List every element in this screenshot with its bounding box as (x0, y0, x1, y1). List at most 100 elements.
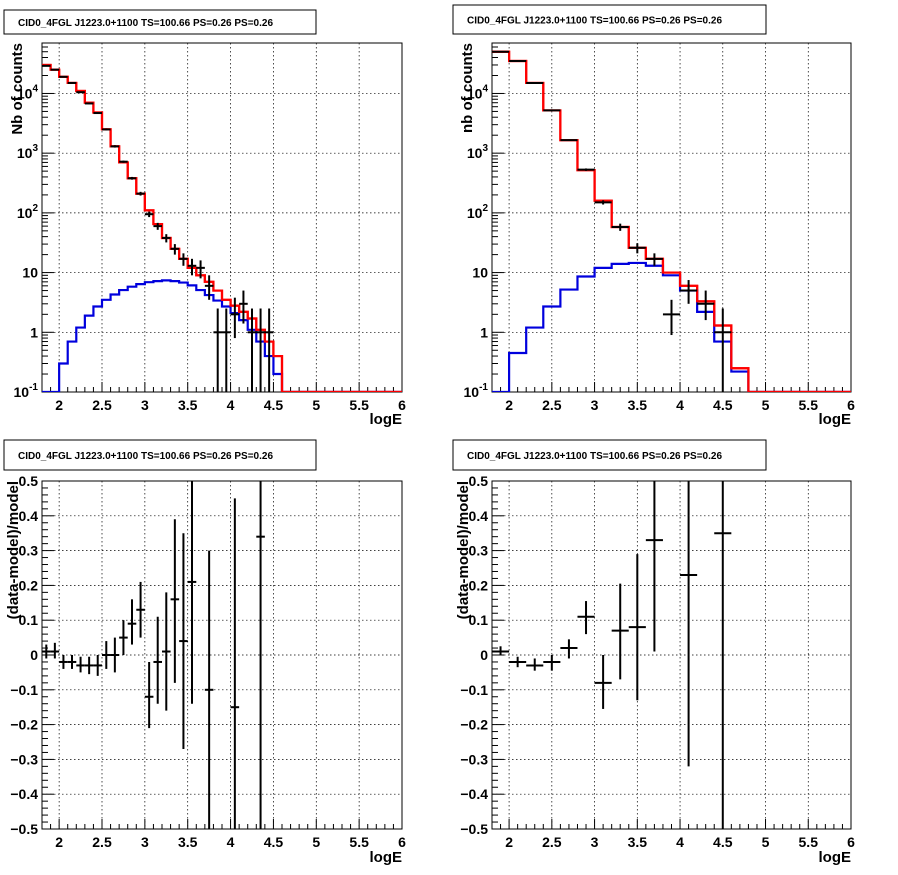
x-tick-label: 2 (55, 834, 63, 850)
x-tick-label: 6 (847, 834, 855, 850)
data-point (196, 260, 205, 279)
y-tick-label: 102 (467, 203, 489, 221)
x-tick-label: 5.5 (799, 834, 819, 850)
y-tick-label: 0.1 (19, 612, 39, 628)
data-point (93, 655, 102, 676)
data-point (119, 160, 128, 163)
data-point (680, 280, 698, 304)
y-tick-label: 0.2 (19, 577, 39, 593)
x-tick-label: 3.5 (628, 397, 648, 413)
x-tick-label: 2 (505, 397, 513, 413)
x-tick-label: 5 (762, 834, 770, 850)
x-tick-label: 6 (398, 834, 406, 850)
data-point (594, 200, 612, 205)
data-point (76, 656, 85, 673)
counts-panel-left: CID0_4FGL J1223.0+1100 TS=100.66 PS=0.26… (3, 9, 406, 428)
title-box (3, 439, 317, 471)
data-point (187, 481, 197, 704)
data-point (230, 498, 240, 829)
data-point (93, 112, 102, 115)
data-point (697, 290, 715, 321)
y-tick-label: 104 (17, 83, 39, 101)
data-point (110, 145, 120, 148)
chart-title: CID0_4FGL J1223.0+1100 TS=100.66 PS=0.26… (467, 16, 722, 27)
data-point (628, 554, 646, 701)
data-point (144, 211, 154, 218)
data-point (119, 620, 128, 655)
y-tick-label: −0.2 (460, 717, 488, 733)
y-tick-label: 0.3 (19, 543, 39, 559)
data-point (84, 656, 94, 675)
x-tick-label: 4 (676, 834, 684, 850)
data-point (127, 176, 137, 180)
x-tick-label: 2.5 (542, 397, 562, 413)
data-point (560, 139, 578, 142)
data-point (247, 308, 257, 392)
data-point (492, 50, 510, 53)
data-point (680, 481, 698, 767)
data-point (526, 658, 544, 671)
data-point (256, 481, 265, 829)
x-tick-label: 2.5 (542, 834, 562, 850)
data-point (509, 59, 527, 62)
data-point (256, 308, 265, 392)
data-point (170, 519, 180, 683)
y-tick-label: 0.2 (469, 577, 489, 593)
plot-area (492, 481, 732, 829)
y-tick-label: −0.5 (460, 821, 488, 837)
model-step-2 (42, 279, 402, 392)
data-point (213, 308, 222, 392)
x-tick-label: 4.5 (264, 397, 284, 413)
residual-panel-left: CID0_4FGL J1223.0+1100 TS=100.66 PS=0.26… (3, 439, 406, 866)
data-point (543, 109, 561, 112)
chart-title: CID0_4FGL J1223.0+1100 TS=100.66 PS=0.26… (18, 18, 273, 29)
x-tick-label: 3 (591, 397, 599, 413)
plot-area (492, 50, 851, 392)
data-point (136, 581, 145, 638)
model-step-top (492, 50, 851, 392)
x-axis-label: logE (370, 411, 403, 428)
counts-panel-right: CID0_4FGL J1223.0+1100 TS=100.66 PS=0.26… (452, 4, 855, 428)
x-tick-label: 2 (505, 834, 513, 850)
data-point (162, 592, 171, 711)
plot-area (42, 481, 265, 829)
y-tick-label: −0.5 (10, 821, 38, 837)
x-tick-label: 2.5 (92, 397, 112, 413)
data-point (611, 583, 629, 680)
data-point (76, 91, 85, 94)
data-point (179, 533, 188, 749)
x-tick-label: 3.5 (178, 397, 198, 413)
y-tick-label: 0.1 (469, 612, 489, 628)
x-tick-label: 3 (141, 834, 149, 850)
data-point (714, 481, 732, 829)
chart-title: CID0_4FGL J1223.0+1100 TS=100.66 PS=0.26… (18, 451, 273, 462)
data-point (509, 656, 527, 668)
data-point (594, 655, 612, 709)
data-point (264, 308, 274, 392)
data-point (127, 599, 137, 645)
data-point (50, 642, 60, 659)
x-tick-label: 5.5 (349, 834, 369, 850)
data-point (153, 616, 162, 704)
x-tick-label: 5 (762, 397, 770, 413)
data-point (102, 641, 111, 669)
data-point (204, 275, 214, 300)
data-point (84, 102, 94, 105)
y-tick-label: 10 (22, 265, 38, 281)
data-point (102, 128, 111, 131)
x-axis-label: logE (370, 849, 403, 866)
data-point (50, 68, 60, 71)
x-tick-label: 4.5 (713, 834, 733, 850)
data-point (136, 191, 145, 196)
data-point (59, 655, 68, 669)
y-tick-label: 10-1 (14, 382, 39, 400)
data-point (110, 637, 120, 673)
y-axis-label: (data-model)/model (455, 481, 472, 619)
x-tick-label: 5.5 (799, 397, 819, 413)
y-tick-label: −0.2 (10, 717, 38, 733)
y-tick-label: 103 (467, 143, 489, 161)
data-point (153, 222, 162, 230)
y-axis-label: (data-model)/model (5, 481, 22, 619)
y-tick-label: 103 (17, 143, 39, 161)
y-axis-label: Nb of counts (9, 43, 26, 135)
